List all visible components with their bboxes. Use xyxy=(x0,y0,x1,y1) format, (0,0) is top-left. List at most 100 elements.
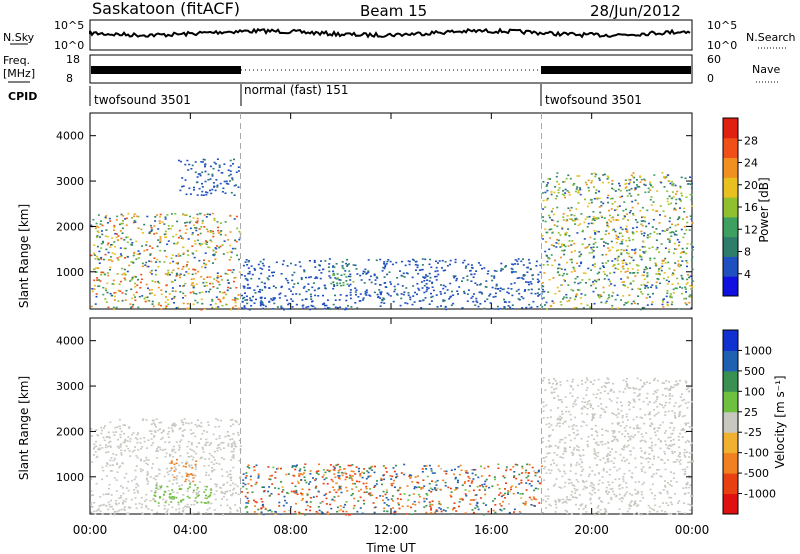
heatmap-cell xyxy=(522,297,525,300)
heatmap-cell xyxy=(598,472,600,475)
heatmap-cell xyxy=(164,512,167,515)
heatmap-cell xyxy=(248,270,251,273)
heatmap-cell xyxy=(458,473,461,476)
heatmap-cell xyxy=(452,275,455,277)
heatmap-cell xyxy=(654,262,657,264)
heatmap-cell xyxy=(622,480,625,483)
heatmap-cell xyxy=(364,268,367,271)
heatmap-cell xyxy=(193,224,195,226)
heatmap-cell xyxy=(121,227,124,230)
heatmap-cell xyxy=(94,303,97,305)
heatmap-cell xyxy=(334,294,336,297)
heatmap-cell xyxy=(347,464,350,467)
heatmap-cell xyxy=(425,283,428,285)
heatmap-cell xyxy=(339,488,342,490)
heatmap-cell xyxy=(515,290,518,292)
heatmap-cell xyxy=(680,200,682,202)
heatmap-cell xyxy=(651,441,653,444)
heatmap-cell xyxy=(428,501,431,503)
power-colorbar-swatches xyxy=(723,118,738,297)
heatmap-cell xyxy=(148,300,151,302)
colorbar-tick-label: 25 xyxy=(744,406,758,419)
heatmap-cell xyxy=(661,303,664,306)
heatmap-cell xyxy=(660,243,663,245)
heatmap-cell xyxy=(212,182,215,184)
heatmap-cell xyxy=(548,422,551,425)
heatmap-cell xyxy=(178,464,181,467)
heatmap-cell xyxy=(277,493,280,496)
heatmap-cell xyxy=(650,196,653,198)
heatmap-cell xyxy=(485,478,488,481)
heatmap-cell xyxy=(163,508,166,510)
heatmap-cell xyxy=(334,306,337,309)
heatmap-cell xyxy=(379,293,382,296)
heatmap-cell xyxy=(189,483,192,485)
heatmap-cell xyxy=(512,263,515,266)
heatmap-cell xyxy=(623,249,625,252)
heatmap-cell xyxy=(152,305,155,308)
heatmap-cell xyxy=(220,222,222,224)
heatmap-cell xyxy=(223,458,226,460)
heatmap-cell xyxy=(204,444,207,446)
heatmap-cell xyxy=(660,269,663,272)
heatmap-cell xyxy=(134,276,137,278)
heatmap-cell xyxy=(112,279,115,282)
heatmap-cell xyxy=(120,449,123,451)
heatmap-cell xyxy=(686,481,689,484)
heatmap-cell xyxy=(553,391,556,394)
heatmap-cell xyxy=(491,307,494,310)
heatmap-cell xyxy=(362,270,365,273)
heatmap-cell xyxy=(322,294,324,297)
heatmap-cell xyxy=(115,454,118,456)
heatmap-cell xyxy=(538,482,541,484)
heatmap-cell xyxy=(402,272,405,275)
heatmap-cell xyxy=(136,215,139,218)
heatmap-cell xyxy=(476,501,479,504)
heatmap-cell xyxy=(598,296,601,299)
heatmap-cell xyxy=(359,496,362,499)
heatmap-cell xyxy=(613,466,616,468)
heatmap-cell xyxy=(440,284,442,286)
heatmap-cell xyxy=(209,165,212,168)
heatmap-cell xyxy=(350,306,353,308)
heatmap-cell xyxy=(244,495,247,498)
heatmap-cell xyxy=(639,500,642,502)
heatmap-cell xyxy=(338,486,341,489)
heatmap-cell xyxy=(376,277,379,279)
heatmap-cell xyxy=(342,510,345,513)
heatmap-cell xyxy=(630,435,633,437)
heatmap-cell xyxy=(671,272,674,274)
heatmap-cell xyxy=(586,401,589,403)
heatmap-cell xyxy=(430,296,433,299)
heatmap-cell xyxy=(546,184,549,186)
heatmap-cell xyxy=(563,272,565,275)
heatmap-cell xyxy=(574,190,577,193)
heatmap-cell xyxy=(119,247,122,249)
heatmap-cell xyxy=(133,489,136,491)
heatmap-cell xyxy=(98,236,101,238)
heatmap-cell xyxy=(238,477,241,479)
heatmap-cell xyxy=(172,491,175,493)
heatmap-cell xyxy=(186,452,189,454)
heatmap-cell xyxy=(521,277,524,279)
heatmap-cell xyxy=(406,513,408,515)
heatmap-cell xyxy=(637,431,640,433)
heatmap-cell xyxy=(592,281,594,283)
heatmap-cell xyxy=(632,427,635,430)
heatmap-cell xyxy=(602,286,605,289)
heatmap-cell xyxy=(121,462,124,464)
heatmap-cell xyxy=(232,269,235,271)
heatmap-cell xyxy=(689,275,692,277)
heatmap-cell xyxy=(302,287,305,289)
heatmap-cell xyxy=(175,441,178,443)
heatmap-cell xyxy=(113,308,115,311)
heatmap-cell xyxy=(649,507,652,509)
heatmap-cell xyxy=(339,466,342,468)
heatmap-cell xyxy=(600,407,603,410)
heatmap-cell xyxy=(197,494,200,497)
heatmap-cell xyxy=(228,282,231,284)
heatmap-cell xyxy=(572,452,575,455)
heatmap-cell xyxy=(461,484,464,486)
heatmap-cell xyxy=(197,511,200,514)
heatmap-cell xyxy=(171,474,174,476)
